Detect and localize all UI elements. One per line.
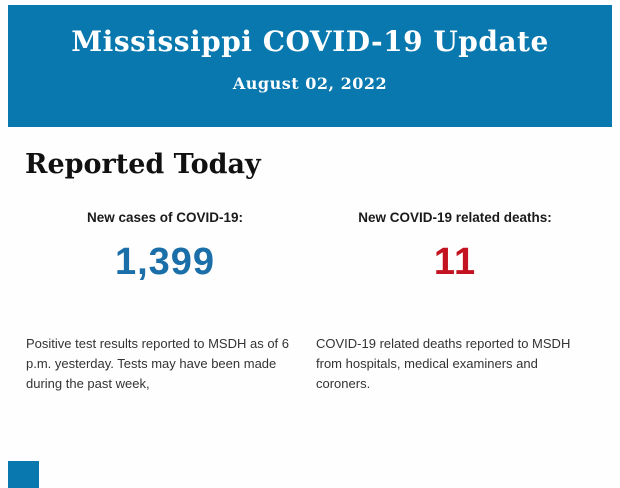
header-banner: Mississippi COVID-19 Update August 02, 2… xyxy=(8,5,612,127)
corner-square-decoration xyxy=(8,461,39,488)
banner-date: August 02, 2022 xyxy=(232,74,388,93)
banner-title: Mississippi COVID-19 Update xyxy=(71,25,549,58)
new-cases-description: Positive test results reported to MSDH a… xyxy=(26,336,289,392)
new-cases-label: New cases of COVID-19: xyxy=(86,210,244,225)
new-cases-value: 1,399 xyxy=(114,241,216,283)
stat-card-new-deaths: New COVID-19 related deaths: 11 COVID-19… xyxy=(310,210,600,394)
new-deaths-value: 11 xyxy=(433,241,477,283)
new-deaths-label: New COVID-19 related deaths: xyxy=(358,210,552,225)
stat-card-new-cases: New cases of COVID-19: 1,399 Positive te… xyxy=(20,210,310,394)
stats-row: New cases of COVID-19: 1,399 Positive te… xyxy=(0,210,620,394)
section-heading: Reported Today xyxy=(25,149,261,180)
new-deaths-description: COVID-19 related deaths reported to MSDH… xyxy=(316,336,571,392)
